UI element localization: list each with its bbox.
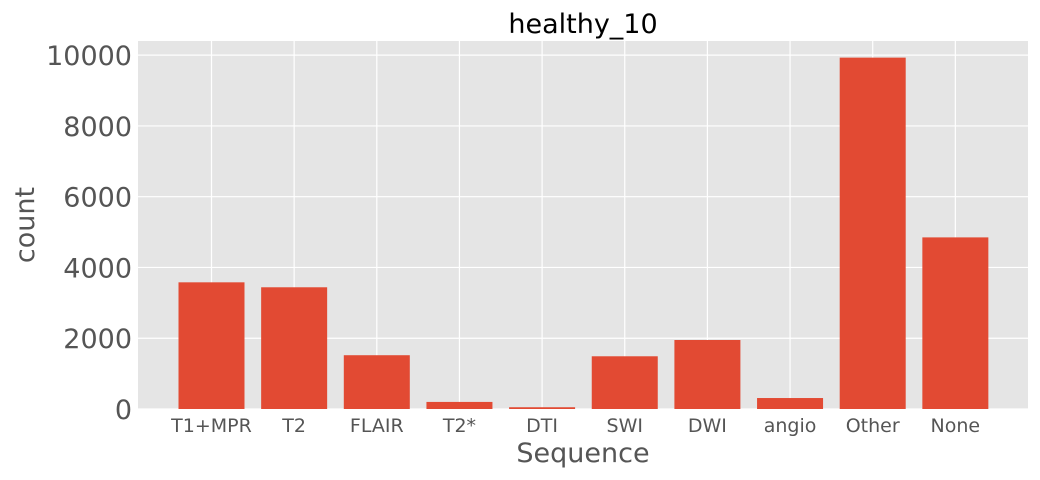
- y-axis-label: count: [10, 187, 41, 263]
- chart-title: healthy_10: [508, 9, 657, 40]
- x-tick-labels: T1+MPR T2 FLAIR T2* DTI SWI DWI angio Other None: [170, 415, 980, 437]
- bar-t2-: [426, 401, 493, 409]
- bar-t1-mpr: [178, 282, 245, 409]
- y-tick-label: 10000: [46, 41, 132, 72]
- x-tick-label: DTI: [526, 415, 558, 437]
- bar-flair: [343, 355, 410, 409]
- bar-t2: [261, 287, 328, 409]
- bar-dwi: [674, 340, 741, 409]
- x-tick-label: Other: [846, 415, 900, 437]
- bar-none: [922, 237, 989, 409]
- x-tick-label: FLAIR: [350, 415, 404, 437]
- y-tick-label: 8000: [63, 112, 132, 143]
- y-tick-label: 2000: [63, 324, 132, 355]
- x-tick-label: T2*: [442, 415, 476, 437]
- bar-dti: [509, 407, 576, 409]
- bars: [178, 57, 989, 409]
- x-tick-label: T1+MPR: [170, 415, 252, 437]
- y-tick-label: 6000: [63, 183, 132, 214]
- x-tick-label: T2: [281, 415, 306, 437]
- y-tick-labels: 0 2000 4000 6000 8000 10000: [46, 41, 132, 426]
- x-axis-label: Sequence: [516, 438, 649, 469]
- bar-angio: [757, 398, 824, 409]
- x-tick-label: None: [931, 415, 981, 437]
- x-tick-label: angio: [764, 415, 817, 437]
- y-tick-label: 4000: [63, 253, 132, 284]
- y-tick-label: 0: [115, 395, 132, 426]
- x-tick-label: SWI: [607, 415, 643, 437]
- bar-swi: [591, 356, 658, 409]
- bar-other: [839, 57, 906, 409]
- x-tick-label: DWI: [688, 415, 727, 437]
